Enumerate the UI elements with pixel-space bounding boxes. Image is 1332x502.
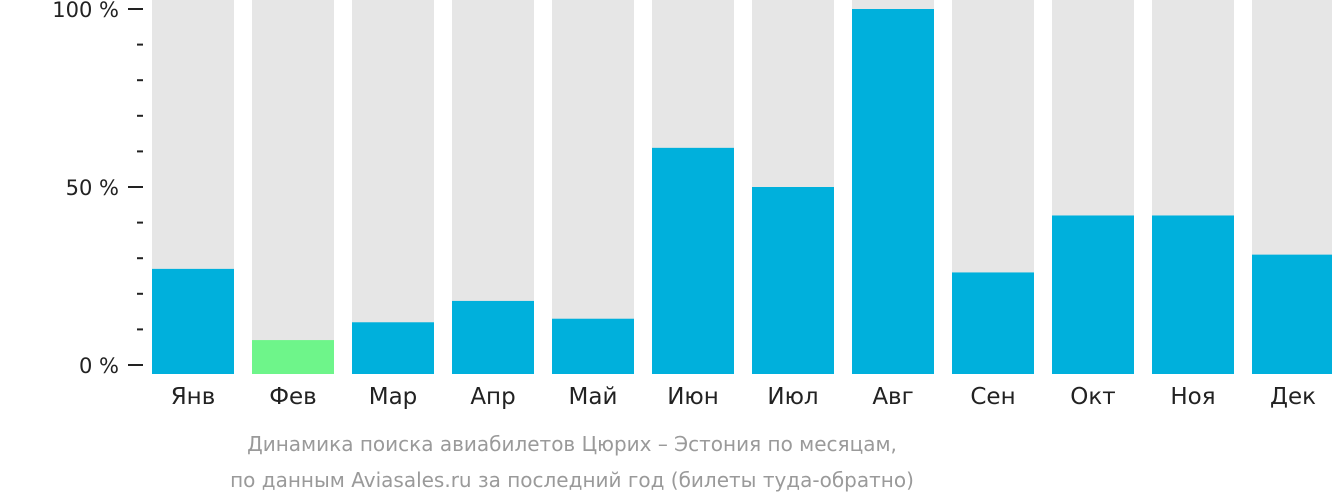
bar-Июл — [752, 187, 834, 374]
bar-Июн — [652, 147, 734, 374]
x-tick-label: Май — [569, 384, 618, 410]
x-tick-label: Июн — [667, 384, 719, 410]
bar-Дек — [1252, 254, 1332, 374]
x-tick-label: Июл — [767, 384, 818, 410]
bar-Апр — [452, 300, 534, 374]
x-tick-label: Янв — [171, 384, 216, 410]
x-tick-label: Сен — [970, 384, 1015, 410]
y-tick-label: 100 % — [52, 0, 119, 22]
x-tick-label: Окт — [1070, 384, 1115, 410]
bar-track — [352, 0, 434, 374]
x-tick-label: Авг — [872, 384, 913, 410]
x-tick-label: Дек — [1270, 384, 1316, 410]
y-axis: 0 % 50 % 100 % — [52, 0, 143, 378]
x-tick-label: Ноя — [1170, 384, 1215, 410]
bar-Янв — [152, 268, 234, 374]
chart-title: Динамика поиска авиабилетов Цюрих – Эсто… — [247, 432, 897, 456]
bar-Окт — [1052, 215, 1134, 374]
x-tick-label: Фев — [269, 384, 317, 410]
bar-Май — [552, 318, 634, 374]
chart-subtitle: по данным Aviasales.ru за последний год … — [230, 468, 914, 492]
bar-Фев — [252, 340, 334, 374]
bar-Сен — [952, 272, 1034, 374]
bar-track — [552, 0, 634, 374]
x-axis: Янв Фев Мар Апр Май Июн Июл Авг Сен Окт Ноя Дек — [171, 384, 1316, 410]
y-tick-label: 50 % — [66, 176, 119, 200]
x-tick-label: Мар — [369, 384, 418, 410]
bar-chart: 0 % 50 % 100 % Янв Фев Мар Апр Май Июн Июл Авг Сен… — [52, 0, 1332, 410]
bars — [152, 0, 1332, 374]
x-tick-label: Апр — [470, 384, 515, 410]
bar-Авг — [852, 9, 934, 374]
y-tick-label: 0 % — [79, 354, 119, 378]
bar-Мар — [352, 322, 434, 374]
bar-Ноя — [1152, 215, 1234, 374]
bar-track — [252, 0, 334, 374]
